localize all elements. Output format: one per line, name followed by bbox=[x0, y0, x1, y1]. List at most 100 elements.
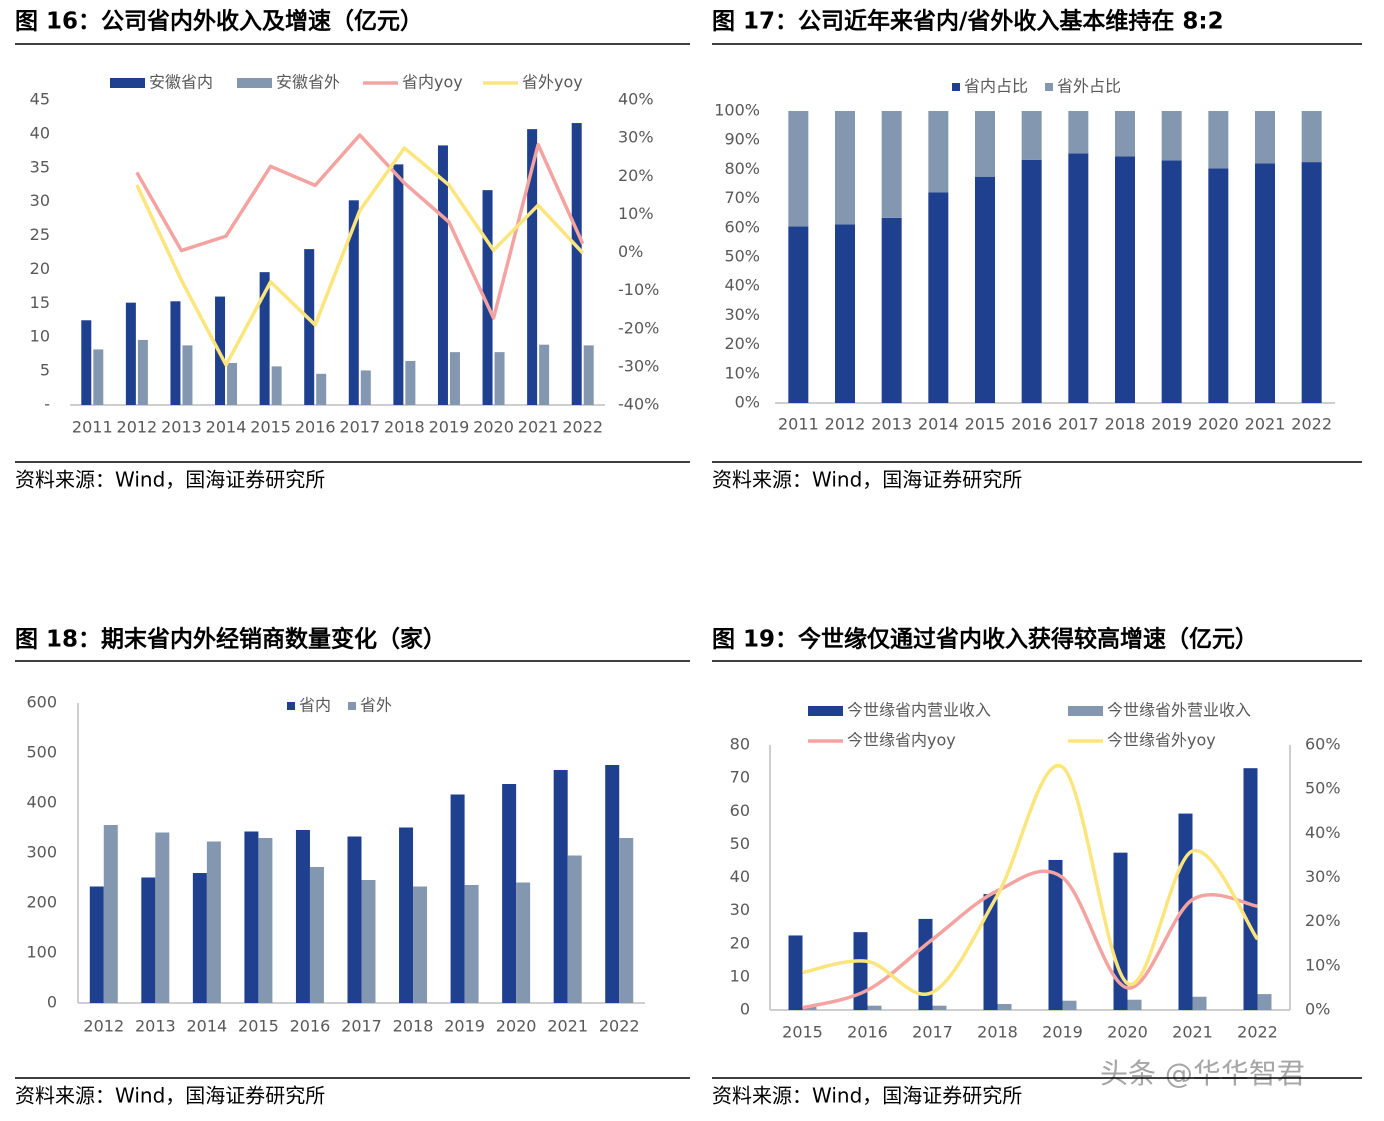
y-tick-label: 30 bbox=[730, 900, 750, 919]
legend-swatch bbox=[348, 702, 356, 710]
bar bbox=[309, 867, 324, 1003]
bar-segment bbox=[1301, 111, 1322, 163]
y-tick-label: 30 bbox=[30, 191, 50, 210]
legend-label: 今世缘省内营业收入 bbox=[847, 701, 991, 720]
y2-tick-label: 0% bbox=[618, 242, 643, 261]
bar bbox=[1257, 994, 1272, 1010]
bar bbox=[103, 825, 118, 1003]
bar bbox=[502, 784, 517, 1003]
x-tick-label: 2019 bbox=[444, 1017, 485, 1036]
x-tick-label: 2022 bbox=[562, 418, 603, 437]
x-tick-label: 2020 bbox=[496, 1017, 537, 1036]
x-tick-label: 2019 bbox=[429, 418, 470, 437]
bar bbox=[449, 352, 460, 405]
y-tick-label: 10 bbox=[730, 966, 750, 985]
bar bbox=[619, 838, 634, 1003]
bar bbox=[539, 344, 550, 405]
bar bbox=[393, 164, 404, 405]
y-tick-label: 80% bbox=[724, 159, 760, 178]
y-tick-label: 90% bbox=[724, 130, 760, 149]
source-note: 资料来源：Wind，国海证券研究所 bbox=[15, 1084, 325, 1108]
source-note: 资料来源：Wind，国海证券研究所 bbox=[15, 468, 325, 492]
bar-segment bbox=[975, 111, 995, 177]
y-tick-label: 30% bbox=[724, 305, 760, 324]
source-note: 资料来源：Wind，国海证券研究所 bbox=[712, 1084, 1022, 1108]
x-tick-label: 2017 bbox=[341, 1017, 382, 1036]
legend-label: 安徽省外 bbox=[276, 73, 340, 92]
bar bbox=[583, 345, 594, 405]
x-tick-label: 2016 bbox=[295, 418, 336, 437]
x-tick-label: 2021 bbox=[518, 418, 559, 437]
x-tick-label: 2021 bbox=[547, 1017, 588, 1036]
x-tick-label: 2020 bbox=[1198, 415, 1239, 434]
watermark: 头条 @华华智君 bbox=[1100, 1057, 1305, 1090]
bar bbox=[399, 827, 414, 1003]
bar bbox=[81, 320, 92, 405]
x-tick-label: 2015 bbox=[250, 418, 291, 437]
y-tick-label: 10 bbox=[30, 327, 50, 346]
y-tick-label: 200 bbox=[26, 893, 57, 912]
bar bbox=[413, 886, 428, 1003]
y-tick-label: 0 bbox=[740, 1000, 750, 1019]
y2-tick-label: 40% bbox=[1305, 823, 1341, 842]
bar bbox=[918, 918, 933, 1010]
x-tick-label: 2012 bbox=[117, 418, 158, 437]
bar bbox=[89, 886, 104, 1003]
x-tick-label: 2017 bbox=[339, 418, 380, 437]
legend-label: 今世缘省外yoy bbox=[1107, 731, 1216, 750]
bar bbox=[853, 932, 868, 1010]
y-tick-label: 20% bbox=[724, 334, 760, 353]
bar-segment bbox=[1161, 111, 1182, 161]
legend-swatch bbox=[808, 706, 843, 716]
x-tick-label: 2017 bbox=[912, 1023, 953, 1042]
x-tick-label: 2012 bbox=[83, 1017, 124, 1036]
x-tick-label: 2014 bbox=[918, 415, 959, 434]
y2-tick-label: 30% bbox=[1305, 867, 1341, 886]
bar bbox=[997, 1004, 1012, 1010]
legend-swatch bbox=[952, 83, 960, 91]
bar-segment bbox=[1115, 156, 1135, 403]
y-tick-label: - bbox=[44, 395, 50, 414]
y-tick-label: 400 bbox=[26, 793, 57, 812]
y2-tick-label: -20% bbox=[618, 318, 659, 337]
x-tick-label: 2013 bbox=[871, 415, 912, 434]
y2-tick-label: 60% bbox=[1305, 735, 1341, 754]
x-tick-label: 2014 bbox=[206, 418, 247, 437]
x-tick-label: 2020 bbox=[1107, 1023, 1148, 1042]
y-tick-label: 60 bbox=[730, 801, 750, 820]
x-tick-label: 2018 bbox=[393, 1017, 434, 1036]
y2-tick-label: -10% bbox=[618, 280, 659, 299]
bar-segment bbox=[788, 226, 809, 403]
legend-label: 省内yoy bbox=[402, 73, 463, 92]
legend-swatch bbox=[1068, 706, 1103, 716]
bar bbox=[259, 272, 270, 405]
bar bbox=[802, 1006, 817, 1010]
x-tick-label: 2016 bbox=[1011, 415, 1052, 434]
x-tick-label: 2015 bbox=[238, 1017, 279, 1036]
bar bbox=[1113, 852, 1128, 1010]
bar-segment bbox=[881, 217, 902, 403]
y2-tick-label: -30% bbox=[618, 356, 659, 375]
y-tick-label: 100 bbox=[26, 943, 57, 962]
y-tick-label: 20 bbox=[30, 259, 50, 278]
figure-title: 图 18：期末省内外经销商数量变化（家） bbox=[15, 626, 446, 653]
legend-swatch bbox=[1045, 83, 1053, 91]
legend-swatch bbox=[237, 78, 272, 88]
x-tick-label: 2018 bbox=[384, 418, 425, 437]
figure-title: 图 19：今世缘仅通过省内收入获得较高增速（亿元） bbox=[712, 626, 1258, 653]
x-tick-label: 2015 bbox=[965, 415, 1006, 434]
bar-segment bbox=[928, 111, 949, 193]
legend-label: 今世缘省外营业收入 bbox=[1107, 701, 1251, 720]
x-tick-label: 2015 bbox=[782, 1023, 823, 1042]
y2-tick-label: 50% bbox=[1305, 779, 1341, 798]
x-tick-label: 2018 bbox=[977, 1023, 1018, 1042]
bar bbox=[983, 894, 998, 1010]
bar bbox=[206, 841, 221, 1003]
bar bbox=[258, 838, 273, 1003]
legend-label: 今世缘省内yoy bbox=[847, 731, 956, 750]
bar-segment bbox=[1068, 111, 1089, 154]
y-tick-label: 5 bbox=[40, 361, 50, 380]
bar bbox=[482, 190, 493, 405]
bar-segment bbox=[1301, 162, 1322, 403]
y-tick-label: 40 bbox=[30, 123, 50, 142]
